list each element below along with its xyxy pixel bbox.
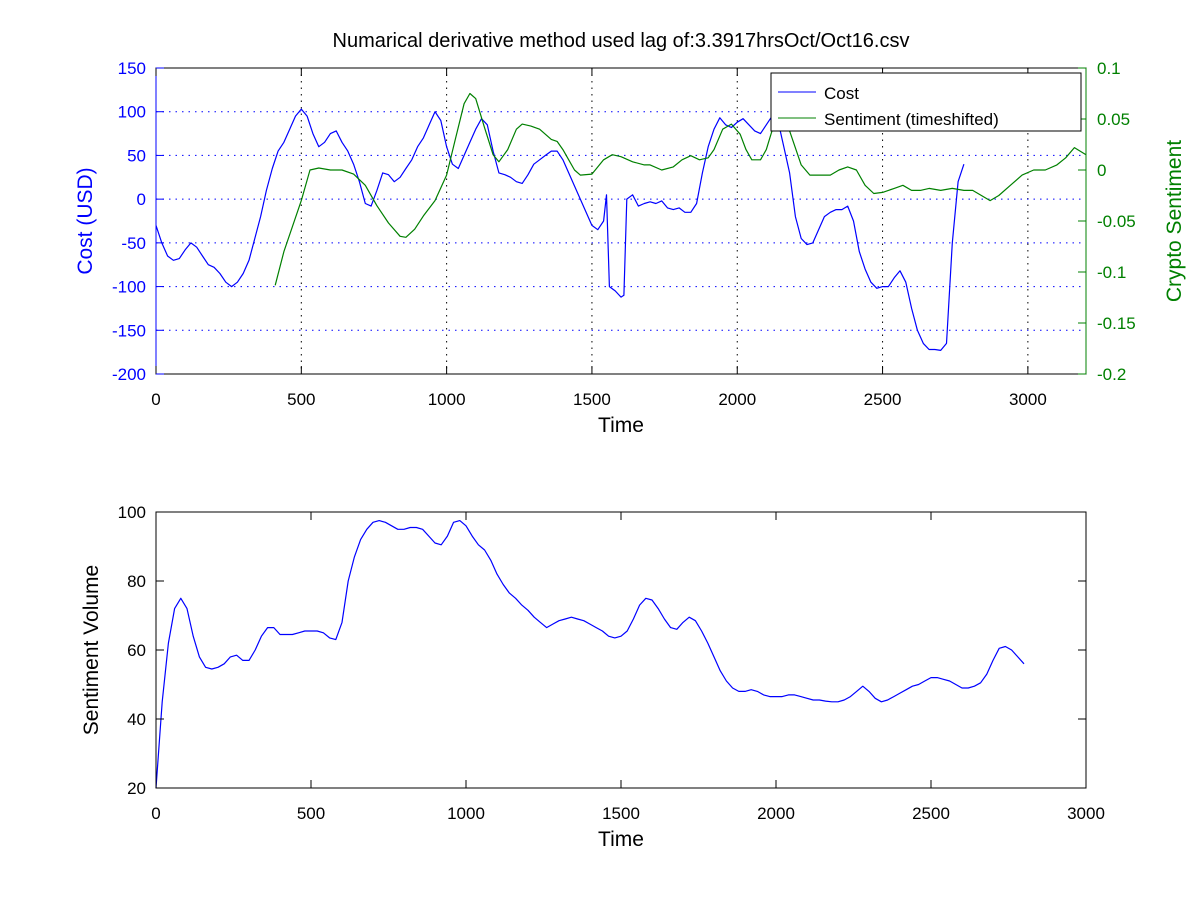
top-right-tick-label: 0	[1097, 161, 1106, 180]
bottom-chart: 0 500 1000 1500 2000 2500 3000 20 40 60 80 100 Time…	[80, 503, 1105, 851]
top-right-tick-label: -0.2	[1097, 365, 1126, 384]
bottom-x-axis-label: Time	[598, 828, 644, 851]
top-left-tick-label: -150	[112, 321, 146, 340]
bottom-y-tick-label: 60	[127, 641, 146, 660]
bottom-x-tick-label: 0	[151, 804, 160, 823]
top-x-tick-label: 500	[287, 390, 315, 409]
bottom-y-tick-label: 100	[118, 503, 146, 522]
top-left-tick-label: 50	[127, 146, 146, 165]
top-right-tick-label: -0.15	[1097, 314, 1136, 333]
top-left-axis-label: Cost (USD)	[74, 167, 97, 274]
top-chart: 0 500 1000 1500 2000 2500 3000-200-150-100-500…	[74, 30, 1186, 437]
top-left-tick-label: -50	[121, 234, 146, 253]
top-right-axis-label: Crypto Sentiment	[1163, 140, 1186, 302]
top-right-tick-label: -0.1	[1097, 263, 1126, 282]
top-x-tick-label: 1500	[573, 390, 611, 409]
bottom-x-tick-label: 2000	[757, 804, 795, 823]
top-left-tick-label: 150	[118, 59, 146, 78]
bottom-x-tick-label: 1000	[447, 804, 485, 823]
cost-series-line	[155, 108, 965, 351]
sentiment-volume-line	[155, 520, 1025, 789]
bottom-y-tick-label: 80	[127, 572, 146, 591]
bottom-y-tick-label: 20	[127, 779, 146, 798]
top-left-tick-label: 100	[118, 103, 146, 122]
top-right-tick-label: 0.1	[1097, 59, 1121, 78]
bottom-y-axis-label: Sentiment Volume	[80, 565, 103, 735]
bottom-lines	[155, 520, 1025, 789]
bottom-ticks: 0 500 1000 1500 2000 2500 3000 20 40 60 80 100	[118, 503, 1105, 823]
top-ticks: 0 500 1000 1500 2000 2500 3000-200-150-100-500…	[112, 59, 1136, 409]
sentiment-series-line	[274, 92, 1087, 286]
top-right-tick-label: -0.05	[1097, 212, 1136, 231]
top-left-tick-label: -100	[112, 278, 146, 297]
top-left-tick-label: -200	[112, 365, 146, 384]
bottom-x-tick-label: 1500	[602, 804, 640, 823]
top-x-tick-label: 2500	[864, 390, 902, 409]
top-lines	[155, 92, 1087, 351]
bottom-y-tick-label: 40	[127, 710, 146, 729]
top-x-axis-label: Time	[598, 414, 644, 437]
bottom-plot-area	[156, 512, 1086, 788]
top-x-tick-label: 0	[151, 390, 160, 409]
bottom-x-tick-label: 2500	[912, 804, 950, 823]
top-x-tick-label: 1000	[428, 390, 466, 409]
top-left-tick-label: 0	[137, 190, 146, 209]
legend-cost-label: Cost	[824, 84, 859, 103]
top-x-tick-label: 3000	[1009, 390, 1047, 409]
legend-box	[770, 72, 1082, 132]
top-chart-title: Numarical derivative method used lag of:…	[333, 30, 910, 52]
top-x-tick-label: 2000	[718, 390, 756, 409]
bottom-x-tick-label: 3000	[1067, 804, 1105, 823]
top-right-tick-label: 0.05	[1097, 110, 1130, 129]
top-legend: Cost Sentiment (timeshifted)	[770, 72, 1082, 132]
bottom-x-tick-label: 500	[297, 804, 325, 823]
legend-sentiment-label: Sentiment (timeshifted)	[824, 110, 999, 129]
